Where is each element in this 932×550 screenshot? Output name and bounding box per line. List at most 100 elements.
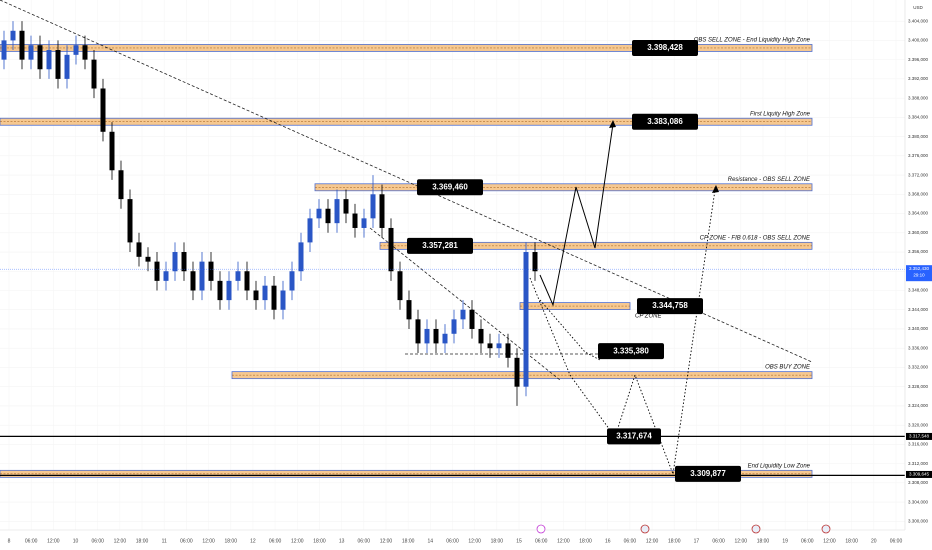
- x-tick-label: 12:00: [735, 538, 748, 544]
- x-tick-label: 12:00: [380, 538, 393, 544]
- price-tag-label: 3.398,428: [647, 43, 683, 52]
- x-tick-label: 15: [516, 538, 522, 544]
- x-tick-label: 12:00: [114, 538, 127, 544]
- candle-body: [532, 252, 538, 272]
- candle-body: [460, 309, 466, 320]
- candle-body: [361, 218, 367, 228]
- candle-body: [352, 213, 358, 228]
- candle-body: [307, 218, 313, 243]
- price-tag-label: 3.317,674: [616, 431, 652, 440]
- x-tick-label: 20: [871, 538, 877, 544]
- price-tag-box: [407, 237, 473, 254]
- price-tag-box: [632, 39, 698, 56]
- candle-body: [208, 261, 214, 281]
- candle-body: [280, 290, 286, 310]
- y-tick-label: 3.380,000: [908, 134, 929, 139]
- zone-label: OBS SELL ZONE - End Liquidity High Zone: [694, 38, 811, 44]
- candle-body: [19, 30, 25, 60]
- y-tick-label: 3.400,000: [908, 38, 929, 43]
- candle-body: [415, 319, 421, 344]
- projected-path: [529, 189, 716, 476]
- x-tick-label: 8: [8, 538, 11, 544]
- candle-body: [64, 54, 70, 79]
- axis-tag-countdown: 29:10: [913, 272, 925, 277]
- zone-band: [231, 371, 813, 380]
- x-tick-label: 10: [73, 538, 79, 544]
- candle-body: [10, 30, 16, 41]
- candle-body: [379, 194, 385, 228]
- projected-path: [539, 123, 614, 307]
- axis-tag-box: [906, 470, 932, 478]
- candle-body: [73, 45, 79, 55]
- x-tick-label: 06:00: [91, 538, 104, 544]
- candle-body: [478, 328, 484, 344]
- x-tick-label: 06:00: [269, 538, 282, 544]
- y-tick-label: 3.324,000: [908, 403, 929, 408]
- x-tick-label: 06:00: [446, 538, 459, 544]
- candle-body: [469, 309, 475, 329]
- event-icon[interactable]: [751, 524, 761, 534]
- y-tick-label: 3.316,000: [908, 442, 929, 447]
- price-tag-label: 3.309,877: [690, 469, 726, 478]
- axis-tag-label: 3.352,430: [909, 266, 930, 271]
- candle-body: [514, 357, 520, 387]
- x-tick-label: 17: [694, 538, 700, 544]
- y-tick-label: 3.384,000: [908, 115, 929, 120]
- candle-body: [199, 261, 205, 291]
- event-icon[interactable]: [821, 524, 831, 534]
- axis-tag-box: [906, 432, 932, 440]
- candle-body: [127, 199, 133, 243]
- candle-body: [343, 199, 349, 214]
- price-tag-label: 3.335,380: [613, 346, 649, 355]
- price-tag-box: [598, 343, 664, 360]
- x-tick-label: 12:00: [557, 538, 570, 544]
- zone-label: CP ZONE - FIB 0.618 - OBS SELL ZONE: [700, 235, 811, 241]
- candle-body: [433, 328, 439, 344]
- candle-body: [100, 88, 106, 132]
- x-tick-label: 06:00: [624, 538, 637, 544]
- y-tick-label: 3.392,000: [908, 76, 929, 81]
- arrow-head: [712, 185, 719, 193]
- candle-body: [451, 319, 457, 334]
- x-tick-label: 06:00: [25, 538, 38, 544]
- y-tick-label: 3.344,000: [908, 307, 929, 312]
- x-tick-label: 18:00: [757, 538, 770, 544]
- candle-body: [442, 333, 448, 344]
- x-tick-label: 18:00: [136, 538, 149, 544]
- event-icon[interactable]: [640, 524, 650, 534]
- x-tick-label: 12:00: [646, 538, 659, 544]
- candle-body: [244, 271, 250, 291]
- y-tick-label: 3.320,000: [908, 422, 929, 427]
- zone-label: CP ZONE: [635, 314, 662, 320]
- y-tick-label: 3.404,000: [908, 18, 929, 23]
- x-tick-label: 12: [250, 538, 256, 544]
- candle-body: [298, 242, 304, 272]
- x-tick-label: 06:00: [358, 538, 371, 544]
- y-tick-label: 3.332,000: [908, 365, 929, 370]
- candle-body: [226, 280, 232, 301]
- x-tick-label: 12:00: [47, 538, 60, 544]
- price-tag-label: 3.357,281: [422, 241, 458, 250]
- event-icon[interactable]: [536, 524, 546, 534]
- x-tick-label: 12:00: [468, 538, 481, 544]
- candle-body: [172, 252, 178, 272]
- candle-body: [91, 59, 97, 89]
- zone-label: OBS BUY ZONE: [765, 365, 811, 371]
- y-tick-label: 3.308,000: [908, 480, 929, 485]
- x-tick-label: 18:00: [579, 538, 592, 544]
- y-tick-label: 3.300,000: [908, 519, 929, 524]
- price-tag-label: 3.344,758: [652, 301, 688, 310]
- x-tick-label: 06:00: [535, 538, 548, 544]
- y-tick-label: 3.356,000: [908, 249, 929, 254]
- axis-tag-label: 3.309,645: [909, 472, 930, 477]
- candle-body: [523, 252, 529, 387]
- candle-body: [163, 271, 169, 281]
- y-tick-label: 3.372,000: [908, 172, 929, 177]
- price-tag-box: [632, 113, 698, 130]
- candle-body: [190, 271, 196, 291]
- x-tick-label: 11: [162, 538, 167, 544]
- x-tick-label: 13: [339, 538, 345, 544]
- y-tick-label: 3.304,000: [908, 499, 929, 504]
- x-tick-label: 18:00: [668, 538, 681, 544]
